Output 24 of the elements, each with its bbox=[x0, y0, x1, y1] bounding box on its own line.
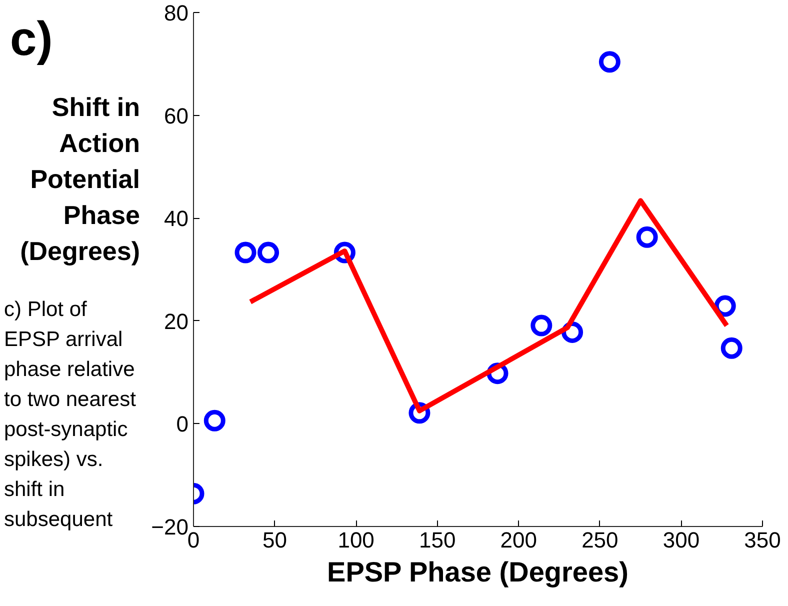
y-axis-title: Shift in Action Potential Phase (Degrees) bbox=[19, 90, 141, 268]
x-tick-label: 350 bbox=[744, 528, 781, 552]
x-tick-label: 200 bbox=[500, 528, 538, 552]
x-tick-label: 150 bbox=[419, 528, 456, 552]
point bbox=[234, 242, 256, 264]
x-tick-label: 100 bbox=[338, 528, 374, 552]
chart-title: c) bbox=[10, 12, 54, 68]
y-tick-label: 40 bbox=[164, 206, 189, 232]
y-tick-label: −20 bbox=[151, 514, 189, 540]
x-tick-label: 250 bbox=[582, 528, 618, 552]
point bbox=[598, 51, 620, 73]
point bbox=[530, 314, 552, 336]
y-tick-label: 20 bbox=[164, 308, 189, 334]
y-tick-label: 0 bbox=[176, 412, 189, 437]
y-tick-label: 80 bbox=[164, 0, 189, 26]
point bbox=[204, 410, 226, 432]
x-axis-title: EPSP Phase (Degrees) bbox=[327, 556, 628, 588]
point bbox=[720, 337, 742, 359]
x-tick-label: 50 bbox=[262, 528, 288, 552]
y-tick-label: 60 bbox=[164, 103, 189, 128]
x-tick-label: 300 bbox=[662, 528, 700, 552]
text: c) Plot of EPSP arrival phase relative to two nearest post-synaptic spikes) vs. shift in subsequent bbox=[3, 296, 137, 533]
point bbox=[258, 242, 280, 264]
point bbox=[636, 226, 658, 248]
